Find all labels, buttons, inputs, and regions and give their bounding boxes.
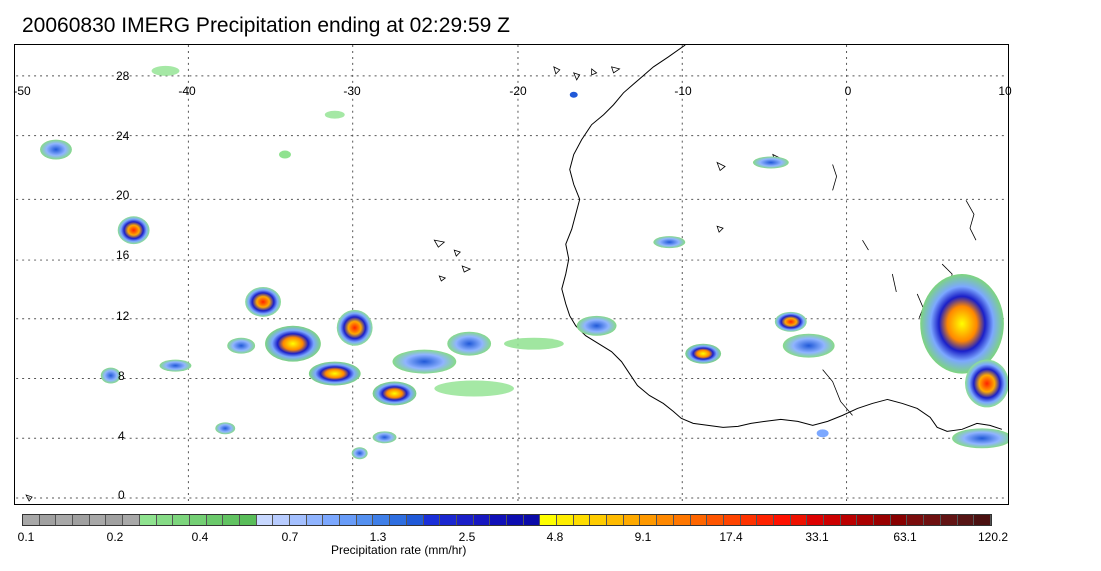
colorbar-swatch [89,515,107,525]
colorbar-swatch [824,515,841,525]
coastline-islands [25,66,977,502]
lat-label: 16 [116,248,130,262]
colorbar-swatch [690,515,708,525]
colorbar-swatch [256,515,274,525]
colorbar-swatch [807,515,824,525]
colorbar-swatch [189,515,207,525]
colorbar-swatch [239,515,257,525]
colorbar-swatch [723,515,741,525]
colorbar-tick: 2.5 [458,530,476,544]
colorbar-swatch [223,515,240,525]
colorbar-swatch [390,515,407,525]
colorbar-swatch [773,515,791,525]
colorbar-tick: 0.2 [106,530,124,544]
colorbar-swatch [957,515,975,525]
colorbar-swatch [623,515,641,525]
colorbar-swatch [490,515,507,525]
colorbar-swatch [206,515,224,525]
colorbar-swatch [473,515,491,525]
colorbar-swatch [523,515,541,525]
colorbar-swatch [356,515,374,525]
colorbar-tick: 17.4 [719,530,743,544]
colorbar-swatch [907,515,925,525]
colorbar-title: Precipitation rate (mm/hr) [331,543,467,557]
colorbar-swatch [974,515,991,525]
lat-label: 12 [116,309,130,323]
colorbar-swatch [857,515,875,525]
graticule [16,45,1007,504]
colorbar-swatch [790,515,808,525]
colorbar-swatch [56,515,74,525]
colorbar-swatch [73,515,90,525]
colorbar-swatch [890,515,908,525]
colorbar-tick: 1.3 [369,530,387,544]
colorbar-swatch [673,515,691,525]
colorbar-swatch [373,515,391,525]
lon-label: -10 [674,84,692,98]
lat-label: 0 [118,488,125,502]
colorbar-swatch [123,515,140,525]
lat-label: 8 [118,369,125,383]
colorbar-tick: 0.1 [17,530,35,544]
lat-label: 28 [116,69,130,83]
colorbar-tick: 33.1 [805,530,829,544]
lon-label: -40 [178,84,196,98]
colorbar-swatch [607,515,624,525]
colorbar-swatch [406,515,424,525]
colorbar-swatch [139,515,157,525]
colorbar-swatch [273,515,290,525]
page-title: 20060830 IMERG Precipitation ending at 0… [22,14,510,37]
africa-coastline [561,45,1003,432]
colorbar-swatch [740,515,758,525]
colorbar-swatch [323,515,341,525]
colorbar-swatch [39,515,57,525]
colorbar-swatch [156,515,174,525]
colorbar-swatch [557,515,574,525]
lat-label: 20 [116,188,130,202]
colorbar-swatch [440,515,457,525]
colorbar-swatch [23,515,40,525]
colorbar-swatch [924,515,941,525]
colorbar-tick: 63.1 [893,530,917,544]
colorbar-swatch [173,515,190,525]
precipitation-map [14,44,1009,505]
colorbar-swatch [506,515,524,525]
lat-label: 24 [116,129,130,143]
lon-label: -30 [343,84,361,98]
lat-label: 4 [118,429,125,443]
colorbar-swatch [840,515,858,525]
colorbar-swatch [573,515,591,525]
lon-label: -50 [13,84,31,98]
colorbar-swatch [757,515,774,525]
colorbar-swatch [707,515,724,525]
colorbar-tick: 4.8 [546,530,564,544]
colorbar-tick: 0.4 [191,530,209,544]
lon-label: 10 [998,84,1012,98]
colorbar-swatch [874,515,891,525]
colorbar-swatch [290,515,307,525]
colorbar-tick: 9.1 [634,530,652,544]
colorbar-swatch [306,515,324,525]
lon-label: -20 [509,84,527,98]
colorbar-swatch [940,515,958,525]
lon-label: 0 [844,84,852,98]
colorbar-tick: 120.2 [977,530,1009,544]
colorbar [22,514,992,526]
colorbar-swatch [590,515,608,525]
colorbar-swatch [456,515,474,525]
colorbar-swatch [540,515,557,525]
colorbar-swatch [340,515,357,525]
colorbar-tick: 0.7 [281,530,299,544]
precipitation-cells [40,65,1008,460]
colorbar-swatch [423,515,441,525]
colorbar-swatch [640,515,658,525]
colorbar-swatch [106,515,124,525]
colorbar-swatch [657,515,674,525]
